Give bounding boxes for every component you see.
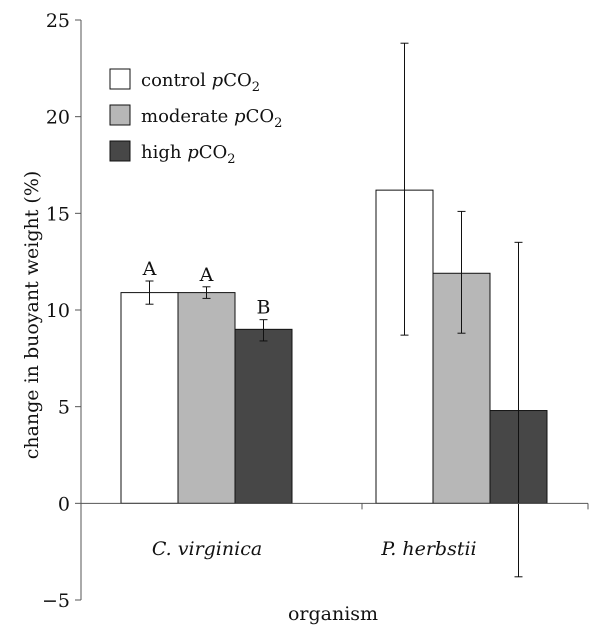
category-label: P. herbstii (380, 538, 476, 560)
legend-swatch (109, 140, 131, 162)
legend: control pCO2 moderate pCO2 high pCO2 (109, 68, 282, 167)
significance-label: A (199, 264, 214, 286)
y-tick-label: 5 (58, 397, 70, 419)
error-bars (145, 42, 523, 578)
y-axis-ticks: −5 0 5 10 15 20 25 (42, 10, 81, 612)
y-tick-label: −5 (42, 590, 70, 612)
category-label: C. virginica (152, 538, 262, 560)
legend-label: moderate pCO2 (141, 106, 282, 131)
bar (234, 328, 293, 504)
legend-swatch (109, 104, 131, 126)
legend-label: high pCO2 (141, 142, 236, 167)
bar (120, 292, 179, 504)
y-tick-label: 0 (58, 493, 70, 515)
y-tick-label: 25 (46, 10, 70, 32)
y-tick-label: 15 (46, 203, 70, 225)
y-axis-title: change in buoyant weight (%) (21, 171, 43, 460)
category-labels: C. virginica P. herbstii (152, 538, 477, 560)
bars (120, 189, 548, 504)
significance-labels: A A B (142, 258, 271, 319)
bar (177, 292, 236, 504)
significance-label: B (257, 297, 271, 319)
x-axis-ticks (361, 503, 589, 510)
y-tick-label: 10 (46, 300, 70, 322)
x-axis-title: organism (288, 603, 378, 625)
legend-swatch (109, 68, 131, 90)
legend-label: control pCO2 (141, 70, 260, 95)
y-tick-label: 20 (46, 107, 70, 129)
significance-label: A (142, 258, 157, 280)
